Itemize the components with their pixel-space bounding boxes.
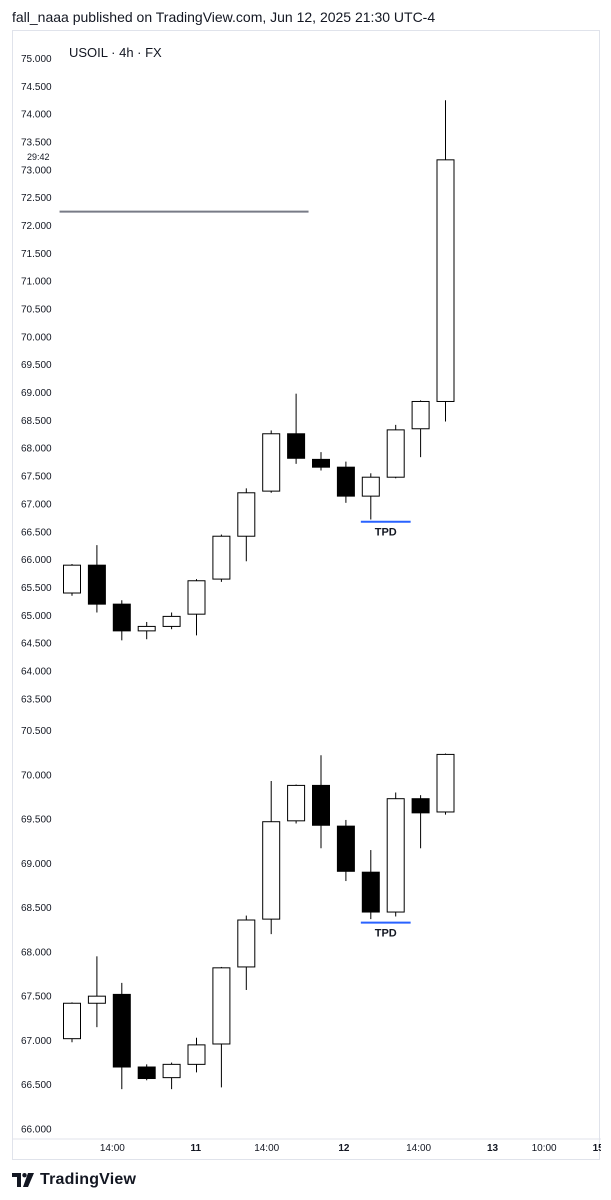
candle-bullish (262, 433, 281, 492)
chart-frame[interactable]: 75.000 74.500 74.000 73.500 73.000 72.500 72.0… (12, 30, 601, 1161)
y-tick-label: 68.500 (21, 416, 52, 427)
y-tick-label: 68.500 (21, 903, 52, 914)
y-tick-label: 69.000 (21, 859, 52, 870)
candle-bullish (187, 580, 206, 615)
chart-canvas[interactable]: 75.000 74.500 74.000 73.500 73.000 72.500 72.0… (13, 31, 601, 1161)
publisher-caption: fall_naaa published on TradingView.com, … (12, 9, 436, 25)
y-tick-label: 69.000 (21, 388, 52, 399)
y-tick-label: 67.500 (21, 992, 52, 1003)
candle-bearish (312, 458, 330, 468)
y-tick-label: 74.000 (21, 110, 52, 121)
y-tick-label: 69.500 (21, 360, 52, 371)
candle-bearish (336, 825, 355, 872)
candle-bullish (212, 535, 231, 580)
x-tick-label: 11 (190, 1143, 201, 1154)
y-tick-label: 72.500 (21, 193, 52, 204)
candle-bullish (237, 492, 256, 537)
candle-bullish (187, 1044, 206, 1065)
candle-bullish (436, 159, 455, 402)
top-chart-pane: 75.000 74.500 74.000 73.500 73.000 72.500 72.0… (21, 45, 455, 705)
candle-bearish (361, 871, 380, 913)
footer-branding: TradingView (12, 1170, 136, 1190)
y-tick-label: 66.500 (21, 1080, 52, 1091)
candle-bullish (137, 625, 156, 632)
time-axis: 14:00 11 14:00 12 14:00 13 10:00 15 (13, 1138, 601, 1154)
candle-bullish (237, 919, 256, 968)
x-tick-label: 10:00 (532, 1143, 557, 1154)
brand-name: TradingView (40, 1171, 137, 1188)
tradingview-logo-icon (12, 1173, 34, 1187)
tpd-label: TPD (375, 527, 397, 539)
y-tick-label: 73.500 (21, 138, 52, 149)
y-tick-label: 66.000 (21, 1125, 52, 1136)
candle-bearish (336, 466, 355, 497)
y-tick-label: 70.000 (21, 770, 52, 781)
y-tick-label: 72.000 (21, 221, 52, 232)
candle-bullish (436, 753, 455, 813)
candle-bearish (287, 433, 306, 459)
y-tick-label: 73.000 (21, 165, 52, 176)
y-tick-label: 70.500 (21, 726, 52, 737)
candle-bullish (212, 967, 231, 1045)
candle-bullish (262, 821, 281, 920)
candle-bullish (87, 995, 106, 1004)
y-tick-label: 74.500 (21, 82, 52, 93)
candle-bearish (137, 1066, 156, 1080)
y-tick-label: 67.000 (21, 1036, 52, 1047)
x-tick-label: 13 (487, 1143, 499, 1154)
candle-bearish (112, 603, 131, 632)
y-tick-label: 63.500 (21, 694, 52, 705)
x-tick-label: 15 (593, 1143, 601, 1154)
y-tick-label: 68.000 (21, 444, 52, 455)
x-tick-label: 14:00 (406, 1143, 431, 1154)
candle-bullish (361, 476, 380, 497)
candle-bearish (411, 798, 430, 814)
bottom-chart-pane: 70.500 70.000 69.500 69.000 68.500 68.000 67.5… (21, 726, 455, 1136)
bar-countdown: 29:42 (27, 152, 50, 162)
candle-bullish (386, 429, 405, 478)
x-tick-label: 14:00 (254, 1143, 279, 1154)
x-tick-label: 12 (338, 1143, 350, 1154)
y-tick-label: 66.000 (21, 555, 52, 566)
candle-bearish (112, 993, 131, 1068)
y-tick-label: 65.000 (21, 611, 52, 622)
y-tick-label: 68.000 (21, 947, 52, 958)
y-tick-label: 64.000 (21, 666, 52, 677)
candle-bullish (411, 400, 430, 430)
y-tick-label: 64.500 (21, 639, 52, 650)
y-tick-label: 70.000 (21, 332, 52, 343)
candle-bullish (162, 1063, 181, 1079)
candle-bullish (63, 564, 81, 594)
candle-bearish (87, 564, 106, 605)
candle-bullish (162, 615, 181, 627)
y-tick-label: 71.500 (21, 249, 52, 260)
y-tick-label: 69.500 (21, 815, 52, 826)
y-tick-label: 71.000 (21, 277, 52, 288)
y-tick-label: 65.500 (21, 583, 52, 594)
y-tick-label: 67.500 (21, 472, 52, 483)
x-tick-label: 14:00 (100, 1143, 125, 1154)
tpd-label: TPD (375, 928, 397, 940)
y-tick-label: 70.500 (21, 305, 52, 316)
y-tick-label: 66.500 (21, 527, 52, 538)
candle-bullish (287, 784, 306, 822)
chart-title: USOIL · 4h · FX (69, 45, 162, 60)
y-tick-label: 67.000 (21, 499, 52, 510)
candle-bearish (312, 784, 330, 826)
candle-bullish (386, 798, 405, 913)
candle-bullish (63, 1002, 81, 1040)
y-tick-label: 75.000 (21, 54, 52, 65)
